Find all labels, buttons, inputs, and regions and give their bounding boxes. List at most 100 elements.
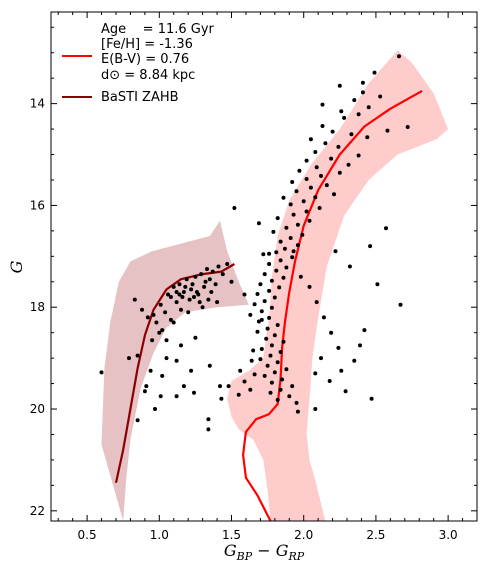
star-point	[229, 279, 234, 284]
plot-frame	[50, 11, 478, 522]
star-point	[262, 272, 267, 277]
star-point	[274, 268, 279, 273]
x-tick-label: 1.5	[222, 528, 241, 542]
star-point	[145, 315, 150, 320]
star-point	[324, 183, 329, 188]
star-point	[284, 265, 289, 270]
star-point	[193, 335, 198, 340]
star-point	[288, 236, 293, 240]
star-point	[308, 185, 313, 190]
star-point	[298, 274, 303, 279]
star-point	[339, 109, 344, 114]
star-point	[174, 290, 179, 294]
star-point	[294, 400, 299, 405]
star-point	[219, 396, 224, 401]
star-point	[280, 377, 285, 382]
star-point	[148, 368, 153, 373]
star-point	[200, 305, 205, 310]
star-point	[179, 307, 183, 312]
star-point	[308, 137, 313, 142]
star-point	[209, 290, 214, 294]
star-point	[291, 212, 296, 217]
star-point	[360, 90, 365, 95]
star-point	[183, 284, 188, 289]
star-point	[259, 309, 264, 314]
star-point	[192, 295, 196, 299]
star-point	[405, 125, 410, 129]
star-point	[398, 302, 403, 307]
star-point	[144, 384, 149, 389]
star-point	[368, 244, 373, 249]
star-point	[256, 221, 261, 226]
star-point	[339, 368, 344, 373]
star-point	[300, 232, 305, 237]
legend-isochrone-line-2: [Fe/H] = -1.36	[101, 37, 193, 52]
star-point	[304, 177, 309, 181]
star-point	[275, 216, 280, 221]
star-point	[186, 310, 191, 315]
star-point	[307, 284, 312, 289]
star-point	[151, 312, 156, 317]
legend: Age = 11.6 Gyr [Fe/H] = -1.36 E(B-V) = 0…	[62, 22, 215, 105]
star-point	[384, 226, 388, 231]
star-point	[180, 295, 185, 299]
star-point	[268, 353, 273, 358]
star-point	[327, 379, 332, 383]
star-point	[135, 353, 140, 358]
star-point	[267, 315, 272, 320]
star-point	[366, 105, 371, 110]
star-point	[163, 310, 168, 315]
star-point	[264, 336, 269, 341]
legend-isochrone-line-4: d⊙ = 8.84 kpc	[101, 68, 195, 83]
x-tick-label: 1.0	[150, 528, 169, 542]
star-point	[160, 373, 165, 378]
star-point	[168, 295, 173, 299]
star-point	[269, 380, 274, 385]
star-point	[132, 297, 137, 302]
star-point	[142, 389, 147, 394]
star-point	[207, 277, 212, 282]
star-point	[272, 295, 277, 300]
star-point	[352, 358, 357, 363]
star-point	[290, 180, 295, 184]
legend-isochrone-line-1: Age = 11.6 Gyr	[101, 22, 215, 37]
star-point	[329, 156, 334, 161]
star-point	[268, 390, 273, 395]
star-point	[346, 162, 351, 167]
star-point	[181, 290, 186, 294]
star-point	[320, 124, 325, 128]
star-point	[232, 206, 237, 210]
uncertainty-band-0	[227, 50, 449, 521]
star-point	[313, 150, 318, 154]
star-point	[269, 278, 274, 283]
star-point	[372, 70, 377, 75]
star-point	[259, 347, 264, 351]
star-point	[158, 394, 163, 399]
star-point	[252, 302, 257, 307]
star-point	[275, 397, 280, 402]
star-point	[203, 279, 208, 284]
star-point	[304, 158, 309, 163]
star-point	[242, 379, 247, 384]
star-point	[274, 250, 279, 255]
star-point	[358, 343, 362, 348]
star-point	[249, 358, 254, 363]
star-point	[323, 141, 328, 146]
star-point	[251, 348, 256, 353]
star-point	[267, 262, 272, 266]
star-point	[267, 288, 272, 293]
star-point	[160, 328, 165, 333]
star-point	[342, 115, 347, 120]
y-tick-label: 16	[30, 198, 45, 212]
star-point	[177, 292, 182, 297]
star-point	[294, 189, 299, 194]
star-point	[199, 272, 204, 277]
star-point	[216, 264, 221, 269]
star-point	[168, 317, 173, 322]
star-point	[140, 307, 144, 312]
star-point	[275, 360, 280, 365]
uncertainty-bands	[101, 50, 449, 521]
star-point	[333, 249, 338, 254]
star-point	[321, 315, 326, 320]
star-point	[329, 330, 334, 335]
